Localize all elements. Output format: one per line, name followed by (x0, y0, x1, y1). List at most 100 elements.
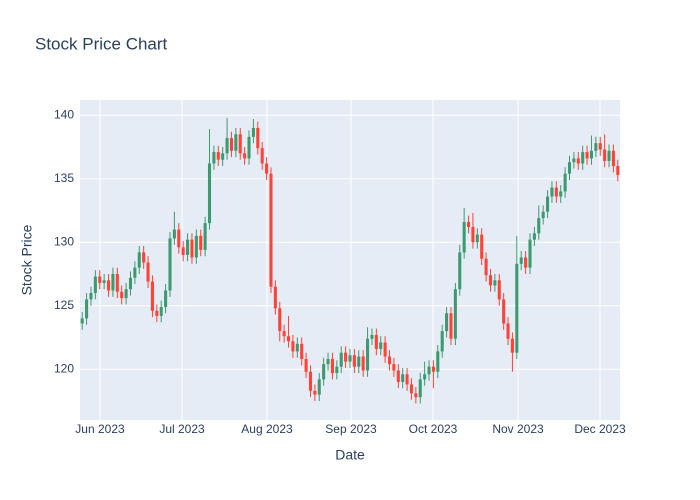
candle-body (326, 359, 330, 365)
candle-body (603, 149, 607, 161)
candle-body (502, 299, 506, 324)
candle-body (278, 308, 282, 332)
candle-body (440, 331, 444, 352)
x-tick-label: Oct 2023 (409, 422, 458, 436)
candle-body (199, 235, 203, 250)
candle-body (559, 191, 563, 197)
candle-body (300, 343, 304, 360)
candle-body (159, 306, 163, 316)
candle-body (431, 366, 435, 372)
candle-body (493, 280, 497, 286)
candle-body (449, 313, 453, 339)
candle-body (89, 293, 93, 300)
candle-body (225, 138, 229, 154)
candle-body (265, 163, 269, 174)
candle-body (260, 148, 264, 164)
chart-title: Stock Price Chart (35, 34, 168, 53)
candle-body (295, 343, 299, 352)
candle-body (287, 336, 291, 342)
candle-body (480, 234, 484, 259)
candle-body (541, 211, 545, 219)
candle-body (405, 374, 409, 385)
candle-body (401, 374, 405, 382)
candle-body (366, 338, 370, 371)
candle-body (427, 366, 431, 375)
candle-body (146, 262, 150, 282)
candle-body (396, 370, 400, 382)
y-tick-label: 140 (54, 107, 74, 121)
candle-body (186, 239, 190, 255)
candle-body (458, 252, 462, 290)
candle-body (546, 196, 550, 212)
candle-body (98, 276, 102, 283)
candle-body (150, 281, 154, 311)
candle-body (519, 257, 523, 264)
candle-body (344, 352, 348, 362)
candles (80, 117, 620, 404)
candle-body (383, 342, 387, 357)
candle-body (475, 234, 479, 243)
candle-body (563, 173, 567, 192)
x-tick-label: Sep 2023 (325, 422, 377, 436)
candle-body (221, 153, 225, 160)
candle-body (554, 187, 558, 197)
candle-body (168, 238, 172, 291)
candle-body (423, 374, 427, 380)
candle-body (524, 257, 528, 268)
candle-body (409, 384, 413, 394)
candle-body (172, 229, 176, 239)
candle-body (124, 289, 128, 299)
candle-body (269, 173, 273, 287)
candle-body (589, 150, 593, 159)
candle-body (357, 356, 361, 367)
candle-body (445, 313, 449, 332)
candle-body (229, 138, 233, 151)
candle-body (115, 273, 119, 292)
y-tick-label: 125 (54, 298, 74, 312)
y-tick-label: 120 (54, 361, 74, 375)
candle-body (515, 263, 519, 353)
candle-body (467, 221, 471, 227)
candle-body (317, 379, 321, 395)
candle-body (374, 334, 378, 349)
candle-body (313, 390, 317, 395)
candle-body (607, 150, 611, 161)
candle-body (177, 229, 181, 248)
candle-body (497, 280, 501, 300)
candle-body (181, 247, 185, 255)
candle-body (207, 163, 212, 224)
candle-body (361, 356, 365, 371)
candle-body (212, 152, 216, 164)
candle-body (155, 310, 159, 316)
x-tick-label: Jun 2023 (75, 422, 125, 436)
candle-body (251, 127, 255, 137)
candle-body (528, 239, 532, 268)
candle-body (537, 218, 541, 234)
candle-body (488, 275, 493, 286)
candle-body (348, 355, 352, 362)
candle-body (387, 356, 392, 365)
candle-body (484, 258, 488, 276)
x-axis-title: Date (335, 447, 365, 463)
candle-body (550, 187, 554, 197)
candle-body (471, 226, 475, 243)
plot-area (80, 100, 620, 420)
candle-body (379, 342, 383, 349)
candle-body (247, 136, 251, 159)
candle-body (335, 366, 339, 374)
candle-body (506, 323, 510, 339)
candle-body (164, 290, 168, 307)
candle-body (308, 371, 313, 391)
x-tick-label: Nov 2023 (492, 422, 544, 436)
candle-body (282, 331, 286, 337)
candle-body (594, 143, 598, 151)
x-tick-label: Dec 2023 (574, 422, 626, 436)
y-axis-title: Stock Price (19, 224, 35, 295)
candle-body (532, 233, 536, 240)
candle-body (102, 280, 106, 283)
candle-body (330, 359, 334, 374)
y-tick-label: 135 (54, 171, 74, 185)
candle-body (142, 252, 146, 263)
candle-body (216, 152, 220, 160)
